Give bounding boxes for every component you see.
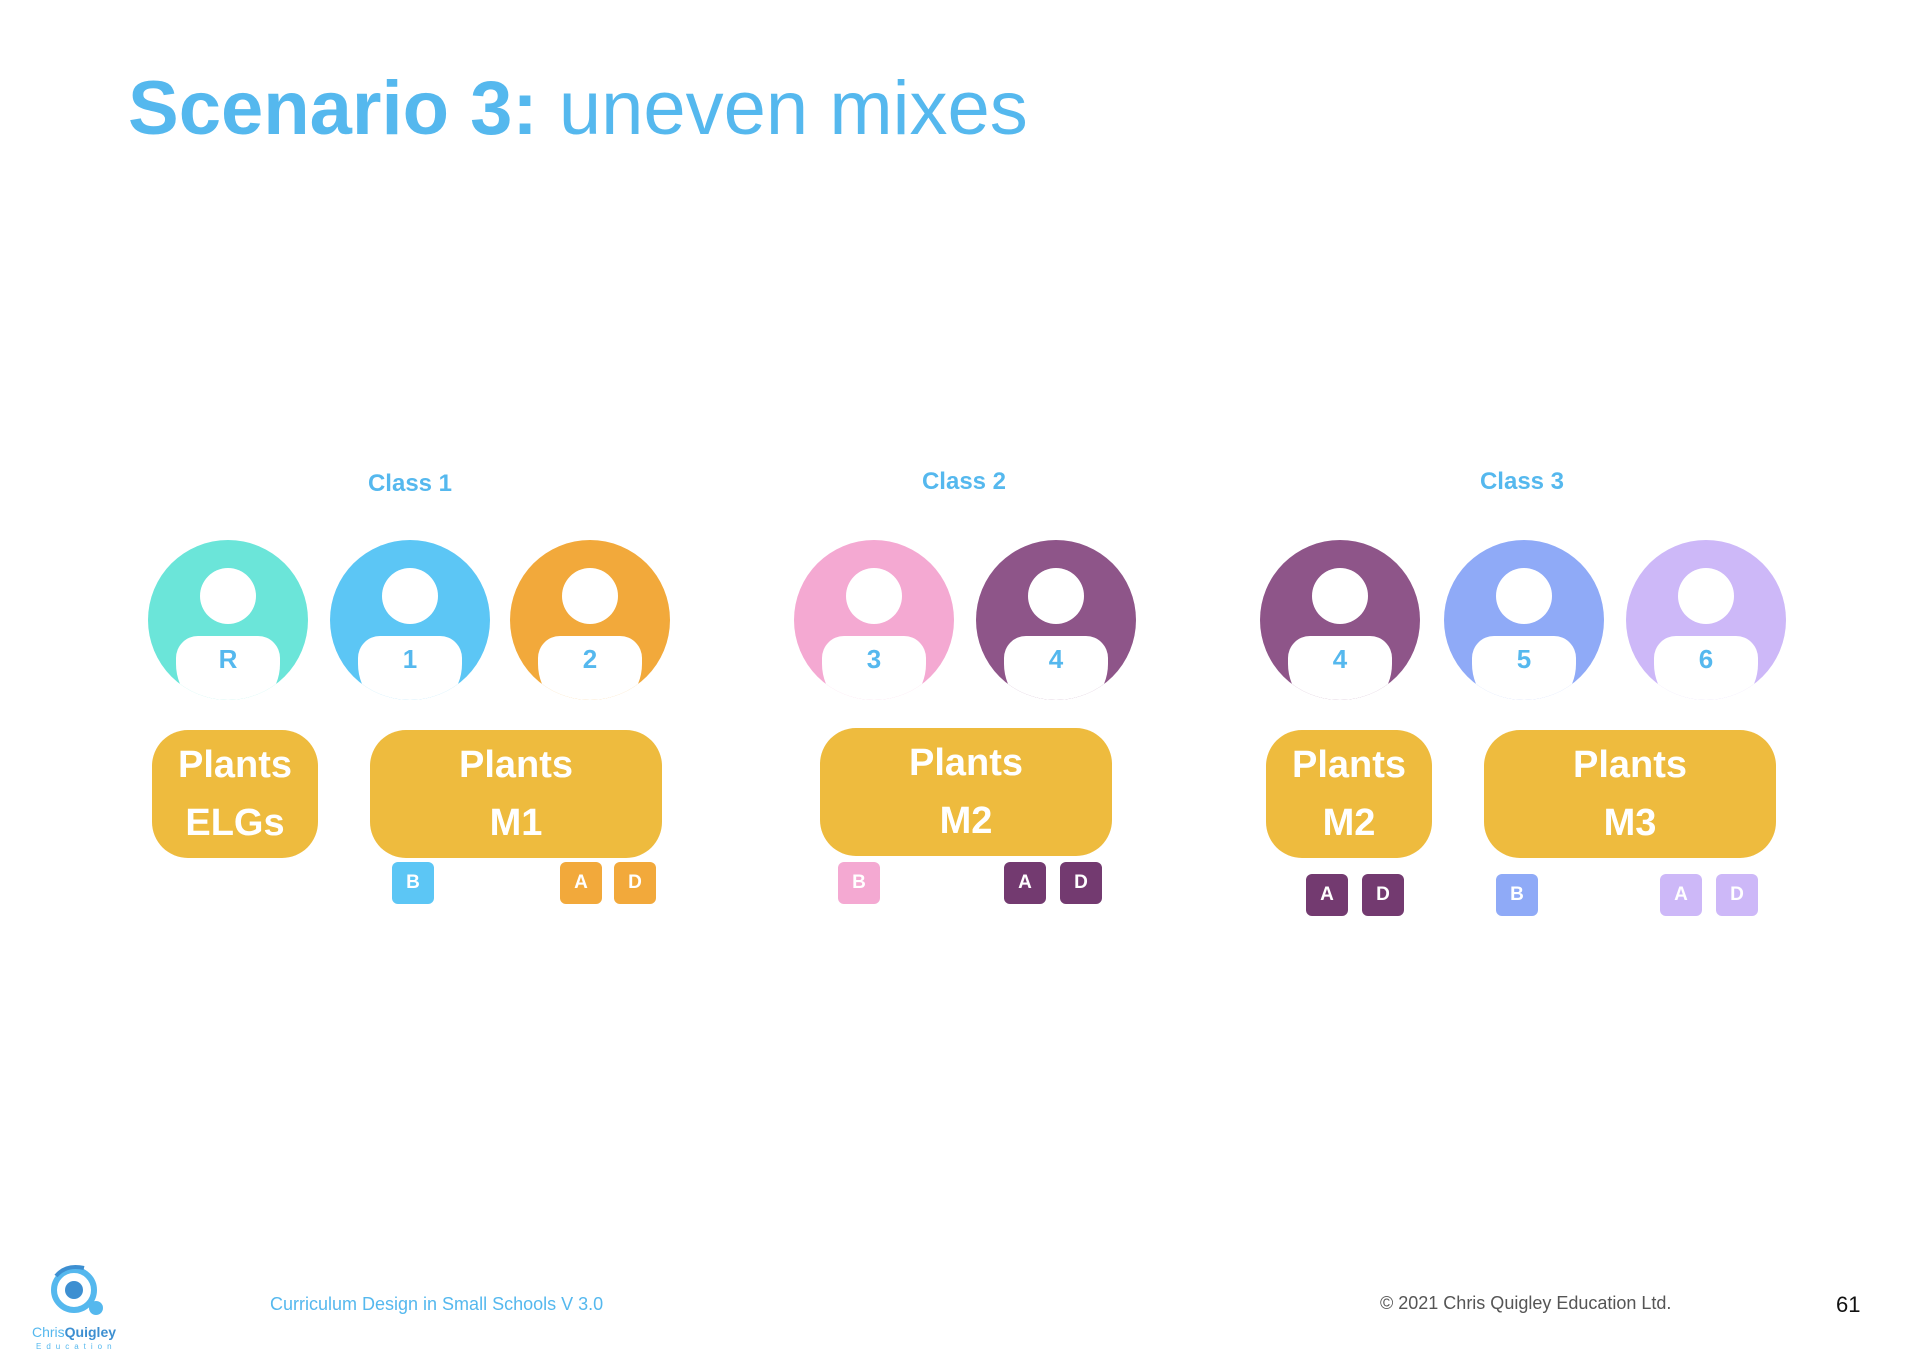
- group-tag: A: [560, 862, 602, 904]
- topic-box: Plants M2: [1266, 730, 1432, 858]
- topic-line-1: Plants: [1291, 744, 1407, 786]
- footer-copyright: © 2021 Chris Quigley Education Ltd.: [1380, 1293, 1672, 1313]
- class-3-label: Class 3: [1479, 468, 1565, 495]
- pupil-year-label: 2: [582, 644, 598, 674]
- group-tag: D: [1362, 874, 1404, 916]
- class-1-label: Class 1: [367, 470, 453, 497]
- pupil-icon-year-3: 3: [794, 540, 954, 700]
- topic-box: Plants M3: [1484, 730, 1776, 858]
- topic-line-1: Plants: [458, 744, 574, 786]
- group-tag: B: [838, 862, 880, 904]
- topic-line-1: Plants: [177, 744, 293, 786]
- group-tag: B: [1496, 874, 1538, 916]
- pupil-icon-year-1: 1: [330, 540, 490, 700]
- group-tag: A: [1660, 874, 1702, 916]
- topic-line-2: M1: [489, 802, 543, 844]
- page-number: 61: [1836, 1292, 1861, 1317]
- group-tag: D: [614, 862, 656, 904]
- topic-line-2: ELGs: [185, 802, 285, 844]
- group-tag: B: [392, 862, 434, 904]
- logo-wordmark: ChrisQuigley: [32, 1324, 116, 1340]
- pupil-year-label: 4: [1332, 644, 1348, 674]
- class-2-label: Class 2: [921, 468, 1007, 495]
- group-tag: D: [1716, 874, 1758, 916]
- group-tag: A: [1004, 862, 1046, 904]
- title-bold: Scenario 3:: [128, 66, 538, 151]
- topic-line-2: M2: [939, 800, 993, 842]
- pupil-year-label: 4: [1048, 644, 1064, 674]
- topic-box: Plants M1: [370, 730, 662, 858]
- pupil-icon-year-4: 4: [976, 540, 1136, 700]
- topic-line-2: M2: [1322, 802, 1376, 844]
- pupil-year-label: 3: [866, 644, 882, 674]
- pupil-year-label: 1: [402, 644, 418, 674]
- chris-quigley-logo: ChrisQuigley Education: [26, 1256, 126, 1356]
- group-tag: D: [1060, 862, 1102, 904]
- logo-name-2: Quigley: [64, 1324, 117, 1340]
- logo-name-1: Chris: [32, 1324, 65, 1340]
- pupil-icon-year-5: 5: [1444, 540, 1604, 700]
- topic-box: Plants ELGs: [152, 730, 318, 858]
- topic-line-1: Plants: [1572, 744, 1688, 786]
- topic-box: Plants M2: [820, 728, 1112, 856]
- pupil-icon-reception: R: [148, 540, 308, 700]
- footer-title: Curriculum Design in Small Schools V 3.0: [270, 1294, 604, 1314]
- pupil-year-label: 5: [1516, 644, 1532, 674]
- pupil-year-label: R: [218, 644, 238, 674]
- topic-line-2: M3: [1603, 802, 1657, 844]
- group-tag: A: [1306, 874, 1348, 916]
- slide-title: Scenario 3: uneven mixes: [128, 64, 1028, 154]
- logo-swirl-icon: [51, 1265, 103, 1315]
- pupil-year-label: 6: [1698, 644, 1714, 674]
- title-rest: uneven mixes: [558, 66, 1028, 151]
- pupil-icon-year-2: 2: [510, 540, 670, 700]
- pupil-icon-year-6: 6: [1626, 540, 1786, 700]
- pupil-icon-year-4: 4: [1260, 540, 1420, 700]
- logo-subtitle: Education: [36, 1342, 117, 1351]
- topic-line-1: Plants: [908, 742, 1024, 784]
